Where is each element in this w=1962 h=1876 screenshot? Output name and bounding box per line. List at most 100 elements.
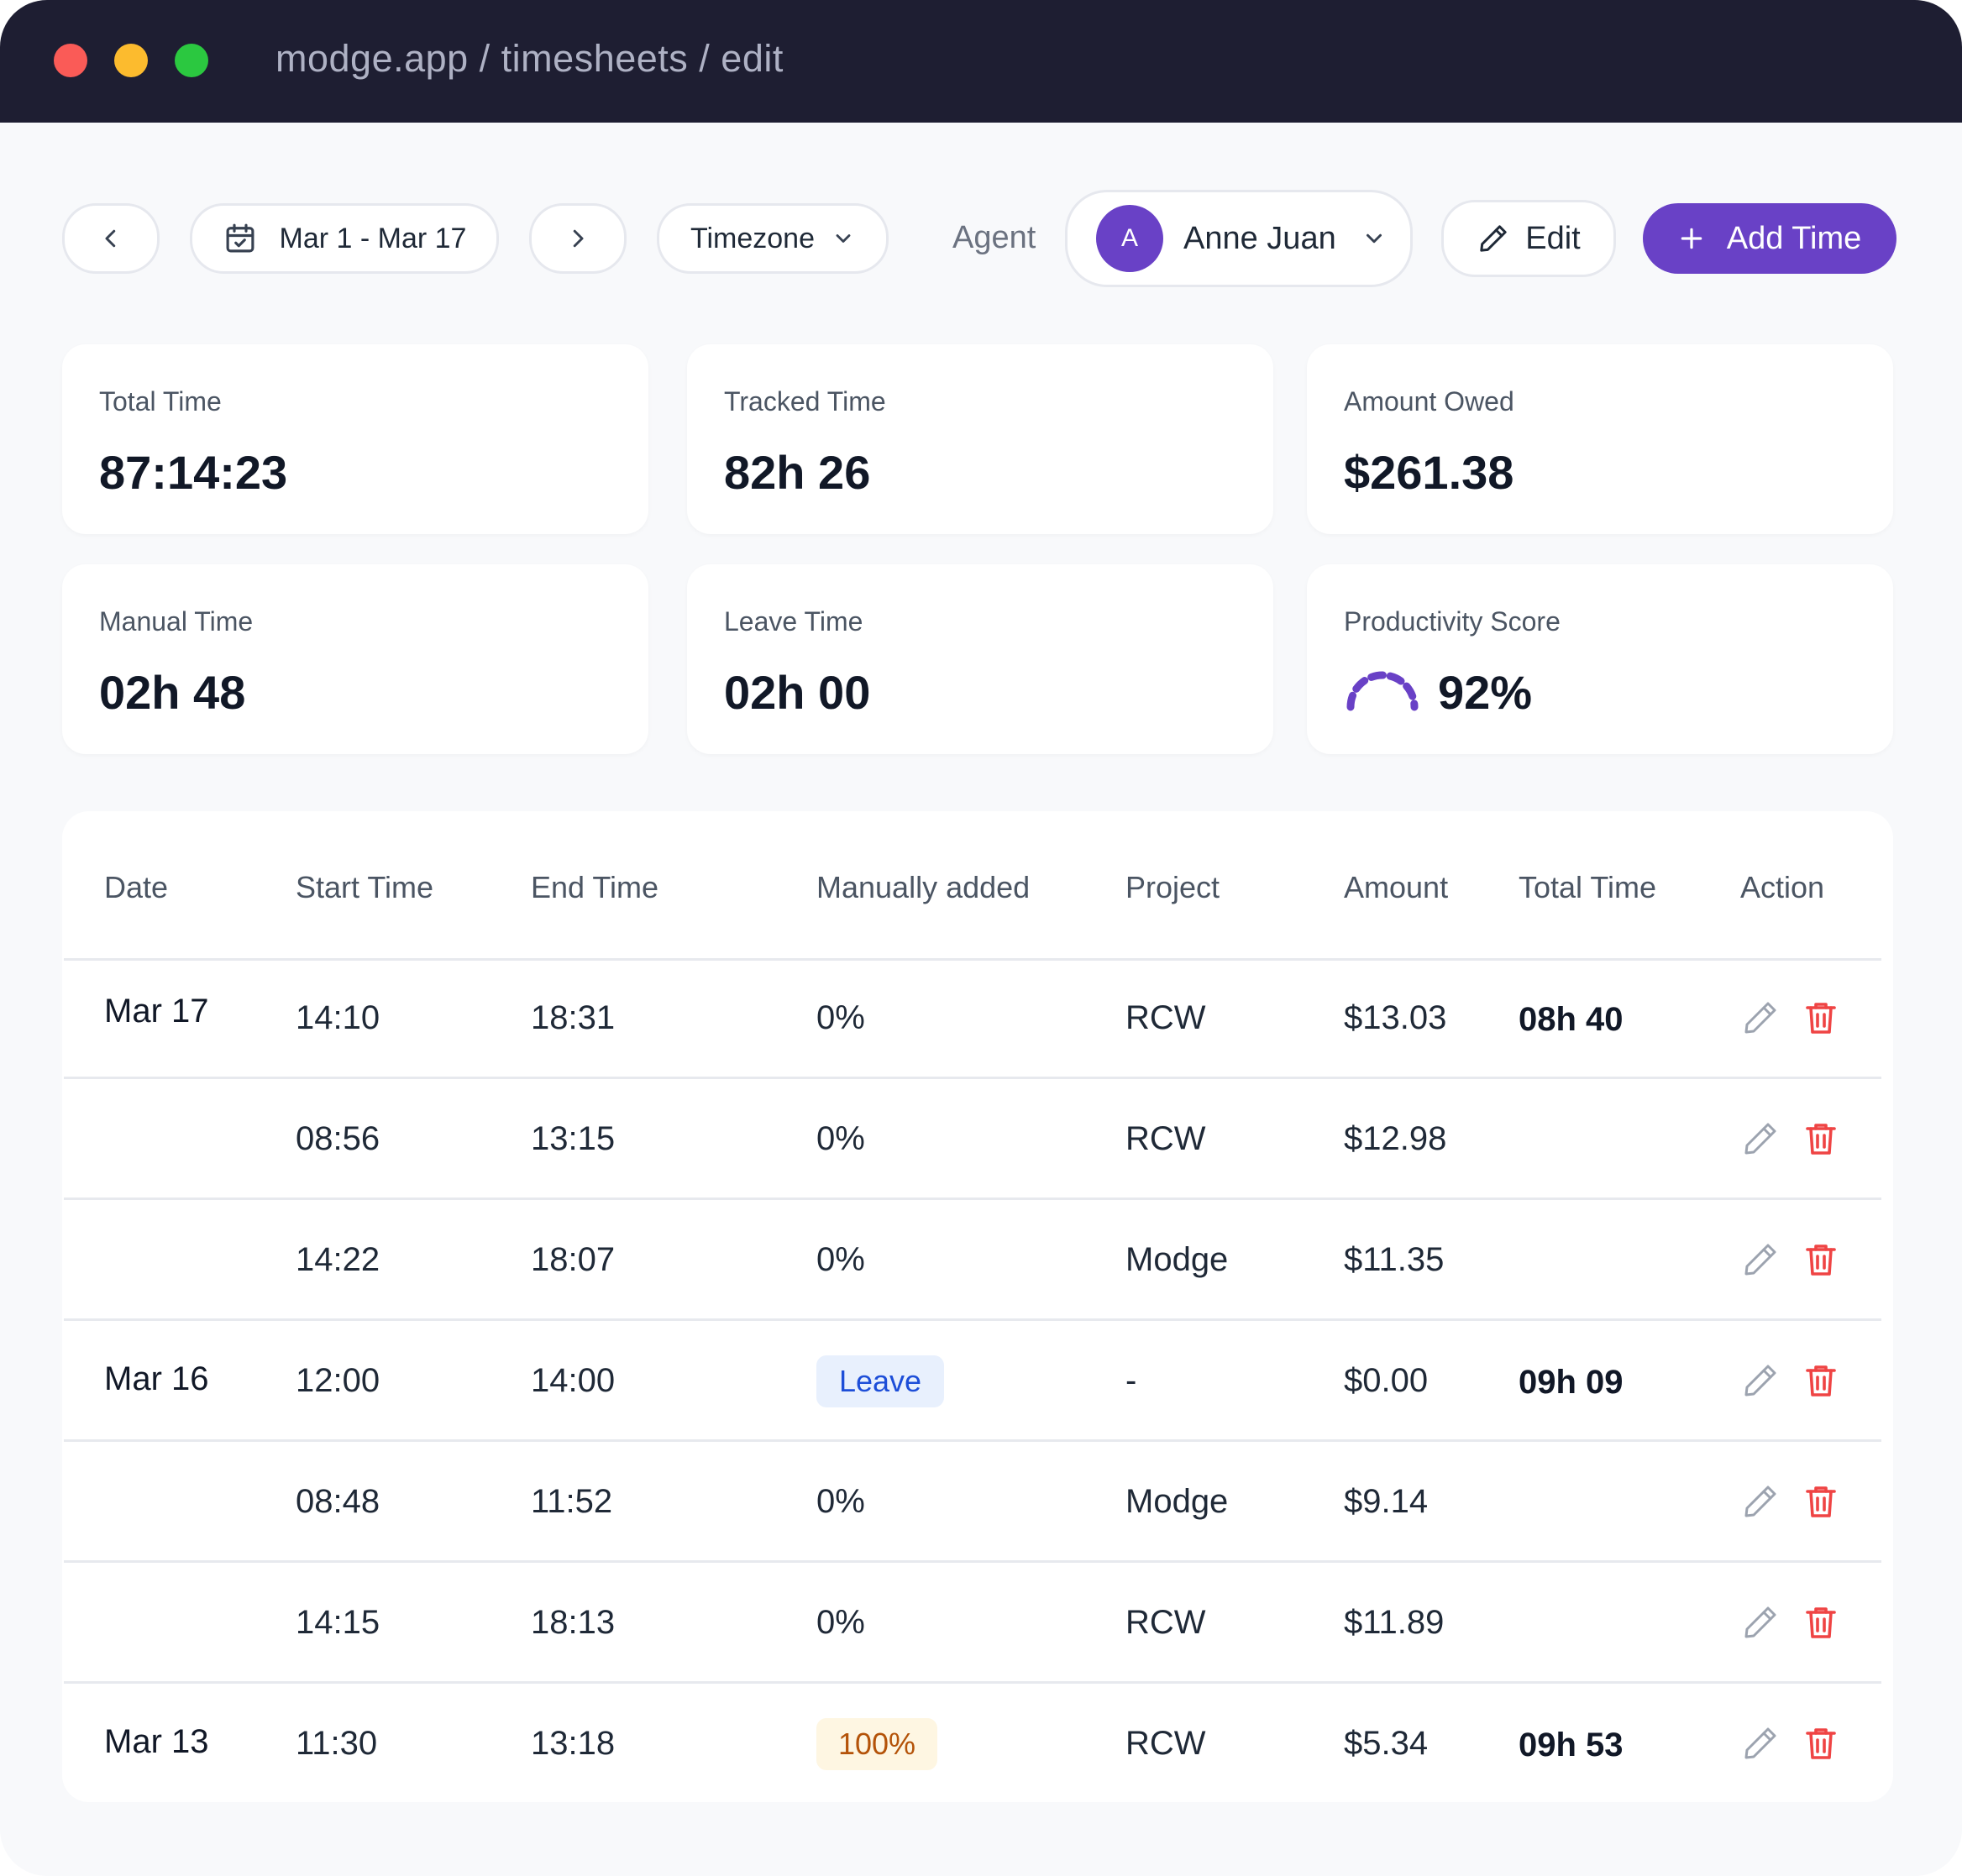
add-time-button[interactable]: Add Time xyxy=(1643,203,1896,274)
date-range-picker[interactable]: Mar 1 - Mar 17 xyxy=(190,203,499,274)
date-range-label: Mar 1 - Mar 17 xyxy=(279,222,467,254)
stat-card-manual-time: Manual Time 02h 48 xyxy=(62,564,648,754)
column-header-start-time: Start Time xyxy=(296,870,434,904)
row-amount: $9.14 xyxy=(1344,1483,1429,1520)
previous-range-button[interactable] xyxy=(62,203,160,274)
column-header-date: Date xyxy=(104,870,169,904)
column-header-amount: Amount xyxy=(1344,870,1449,904)
row-amount: $11.35 xyxy=(1344,1241,1445,1278)
row-manual-percent: 0% xyxy=(816,1483,865,1520)
row-project: RCW xyxy=(1125,1120,1206,1157)
stat-label: Total Time xyxy=(99,386,222,417)
edit-row-pencil-icon[interactable] xyxy=(1740,1602,1781,1647)
delete-row-trash-icon[interactable] xyxy=(1801,1239,1841,1284)
minimize-window-button[interactable] xyxy=(114,44,148,77)
row-total-time: 08h 40 xyxy=(1519,1001,1624,1038)
delete-row-trash-icon[interactable] xyxy=(1801,1723,1841,1768)
row-project: RCW xyxy=(1125,1604,1206,1641)
edit-row-pencil-icon[interactable] xyxy=(1740,1239,1781,1284)
row-amount: $11.89 xyxy=(1344,1604,1445,1641)
row-manual-percent: 0% xyxy=(816,999,865,1036)
delete-row-trash-icon[interactable] xyxy=(1801,1360,1841,1405)
stat-label: Leave Time xyxy=(724,606,863,637)
stat-value: 92% xyxy=(1438,666,1533,719)
row-project: Modge xyxy=(1125,1483,1229,1520)
stat-value: 02h 48 xyxy=(99,666,246,719)
row-project: Modge xyxy=(1125,1241,1229,1278)
row-total-time: 09h 09 xyxy=(1519,1364,1624,1401)
chevron-down-icon xyxy=(1366,233,1382,244)
stat-value: 02h 00 xyxy=(724,666,871,719)
chevron-left-icon xyxy=(105,229,116,248)
address-bar: modge.app / timesheets / edit xyxy=(275,37,784,80)
row-start-time: 08:56 xyxy=(296,1120,380,1157)
close-window-button[interactable] xyxy=(54,44,87,77)
delete-row-trash-icon[interactable] xyxy=(1801,998,1841,1042)
row-date: Mar 16 xyxy=(104,1360,209,1397)
edit-row-pencil-icon[interactable] xyxy=(1740,998,1781,1042)
timezone-label: Timezone xyxy=(690,222,816,254)
edit-row-pencil-icon[interactable] xyxy=(1740,1360,1781,1405)
timezone-dropdown[interactable]: Timezone xyxy=(657,203,889,274)
add-time-label: Add Time xyxy=(1726,220,1862,256)
column-header-manually-added: Manually added xyxy=(816,870,1031,904)
pencil-icon xyxy=(1480,225,1507,252)
edit-row-pencil-icon[interactable] xyxy=(1740,1481,1781,1526)
manual-badge: 100% xyxy=(816,1718,937,1770)
column-header-end-time: End Time xyxy=(531,870,659,904)
calendar-icon xyxy=(226,223,254,253)
edit-button[interactable]: Edit xyxy=(1441,200,1616,277)
stat-label: Amount Owed xyxy=(1344,386,1514,417)
maximize-window-button[interactable] xyxy=(175,44,208,77)
leave-badge: Leave xyxy=(816,1355,944,1407)
row-start-time: 08:48 xyxy=(296,1483,380,1520)
divider xyxy=(64,1077,1881,1079)
next-range-button[interactable] xyxy=(529,203,627,274)
row-total-time: 09h 53 xyxy=(1519,1727,1624,1763)
delete-row-trash-icon[interactable] xyxy=(1801,1119,1841,1163)
row-manual-percent: 0% xyxy=(816,1120,865,1157)
avatar: A xyxy=(1096,205,1163,272)
stat-card-tracked-time: Tracked Time 82h 26 xyxy=(687,344,1273,534)
stat-card-productivity-score: Productivity Score 92% xyxy=(1307,564,1893,754)
row-date: Mar 13 xyxy=(104,1723,209,1760)
row-start-time: 14:22 xyxy=(296,1241,380,1278)
row-manual-percent: 0% xyxy=(816,1241,865,1278)
stat-label: Tracked Time xyxy=(724,386,886,417)
row-start-time: 11:30 xyxy=(296,1725,378,1762)
edit-label: Edit xyxy=(1525,220,1581,256)
column-header-project: Project xyxy=(1125,870,1220,904)
stat-label: Productivity Score xyxy=(1344,606,1561,637)
column-header-action: Action xyxy=(1740,870,1825,904)
stat-card-leave-time: Leave Time 02h 00 xyxy=(687,564,1273,754)
title-bar: modge.app / timesheets / edit xyxy=(0,0,1962,123)
divider xyxy=(64,1197,1881,1200)
stat-card-total-time: Total Time 87:14:23 xyxy=(62,344,648,534)
edit-row-pencil-icon[interactable] xyxy=(1740,1723,1781,1768)
agent-label: Agent xyxy=(952,220,1036,255)
row-end-time: 18:13 xyxy=(531,1604,616,1641)
agent-selector[interactable]: A Anne Juan xyxy=(1065,190,1413,287)
divider xyxy=(64,1318,1881,1321)
stat-label: Manual Time xyxy=(99,606,254,637)
row-project: - xyxy=(1125,1362,1137,1399)
timesheet-table xyxy=(62,811,1893,1802)
row-manual-percent: 0% xyxy=(816,1604,865,1641)
delete-row-trash-icon[interactable] xyxy=(1801,1602,1841,1647)
row-end-time: 11:52 xyxy=(531,1483,613,1520)
chevron-right-icon xyxy=(573,229,584,248)
row-end-time: 18:31 xyxy=(531,999,616,1036)
row-start-time: 14:10 xyxy=(296,999,380,1036)
delete-row-trash-icon[interactable] xyxy=(1801,1481,1841,1526)
agent-name: Anne Juan xyxy=(1183,220,1336,256)
divider xyxy=(64,958,1881,961)
stat-card-amount-owed: Amount Owed $261.38 xyxy=(1307,344,1893,534)
row-date: Mar 17 xyxy=(104,993,209,1030)
edit-row-pencil-icon[interactable] xyxy=(1740,1119,1781,1163)
row-end-time: 13:15 xyxy=(531,1120,616,1157)
divider xyxy=(64,1439,1881,1442)
divider xyxy=(64,1681,1881,1684)
stat-value: 87:14:23 xyxy=(99,446,288,499)
row-end-time: 14:00 xyxy=(531,1362,616,1399)
